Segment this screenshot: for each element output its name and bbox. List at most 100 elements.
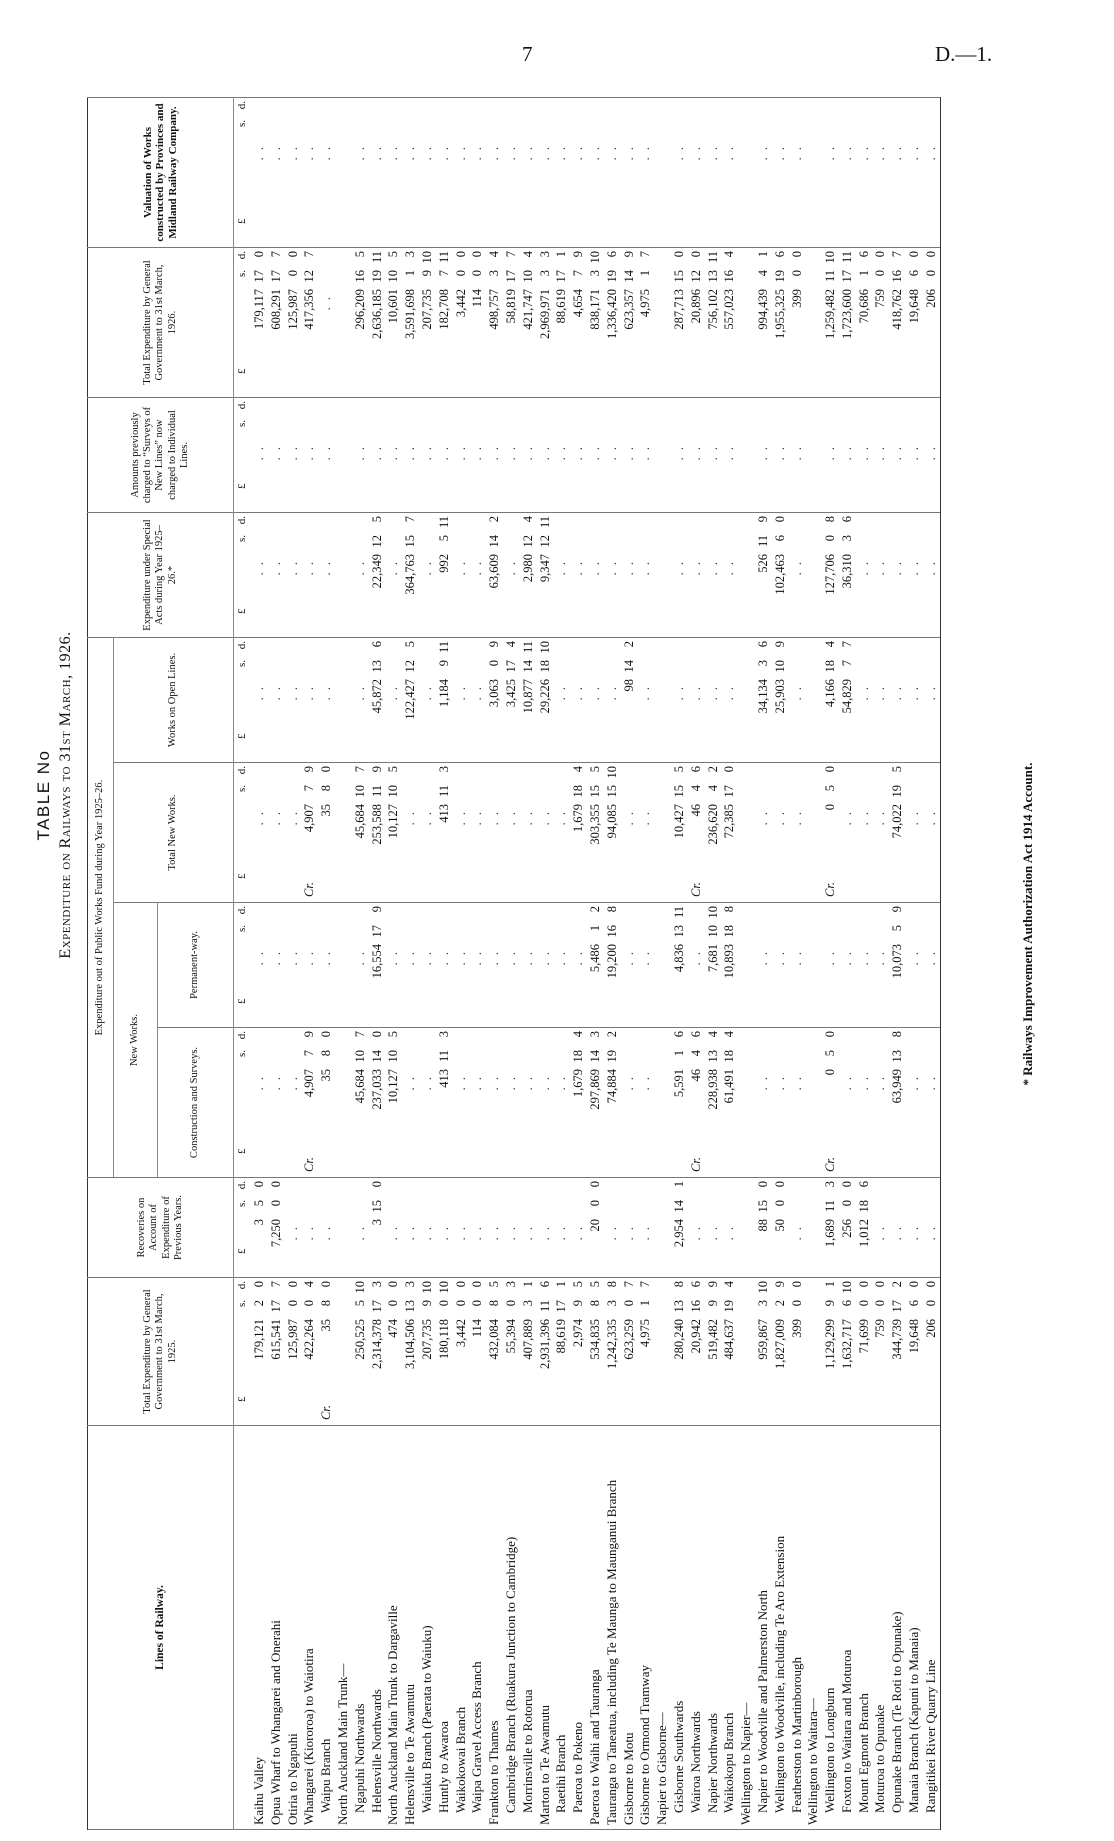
pence-value: 7 xyxy=(638,251,653,258)
empty-leader-dots xyxy=(453,101,470,244)
unit-pence: d. xyxy=(236,906,248,915)
pence-value: 4 xyxy=(302,1281,317,1288)
railway-line-name: Paeroa to Pokeno xyxy=(570,1425,587,1830)
table-row: Marton to Te Awamutu 2,931,396 11 6 29,226 18… xyxy=(536,97,554,1830)
pence-value: 1 xyxy=(823,1281,838,1288)
money-cell xyxy=(334,637,352,763)
money-cell: 16,554 17 9 xyxy=(368,902,386,1028)
pounds-value: 114 xyxy=(470,289,485,308)
shillings-value: 5 xyxy=(252,1200,266,1207)
money-cell xyxy=(318,397,335,513)
empty-leader-dots xyxy=(503,401,520,509)
money-cell xyxy=(519,1027,537,1178)
money-cell xyxy=(906,637,923,763)
empty-leader-dots xyxy=(503,766,520,899)
pounds-value: 35 xyxy=(319,1069,334,1082)
money-cell xyxy=(738,247,755,398)
empty-leader-dots xyxy=(923,641,940,759)
empty-leader-dots xyxy=(570,906,587,1024)
money-cell xyxy=(351,637,369,763)
money-cell xyxy=(251,762,268,903)
shillings-value: 11 xyxy=(823,270,838,283)
unit-pence: d. xyxy=(236,101,248,110)
money-cell: 20,896 12 0 xyxy=(687,247,705,398)
money-cell xyxy=(906,902,923,1028)
empty-leader-dots xyxy=(402,1181,419,1274)
railway-line-label: Helensville Northwards xyxy=(368,1689,384,1813)
empty-leader-dots xyxy=(419,1031,436,1174)
empty-leader-dots xyxy=(285,401,302,509)
money-cell xyxy=(855,1027,873,1178)
pence-value: 0 xyxy=(772,1181,787,1188)
money-cell xyxy=(687,637,705,763)
empty-leader-dots xyxy=(637,401,654,509)
money-cell xyxy=(855,97,873,248)
shillings-value: 16 xyxy=(890,270,905,283)
money-cell xyxy=(906,97,923,248)
empty-leader-dots xyxy=(486,101,503,244)
pence-value: 3 xyxy=(369,1281,384,1288)
empty-leader-dots xyxy=(436,101,453,244)
shillings-value: 17 xyxy=(503,270,518,283)
money-cell xyxy=(267,902,285,1028)
pence-value: 11 xyxy=(520,641,535,654)
shillings-value: 16 xyxy=(722,270,737,283)
pounds-value: 1,012 xyxy=(856,1219,871,1248)
shillings-value: 0 xyxy=(621,1300,636,1307)
money-cell xyxy=(805,1177,823,1278)
pence-value: 7 xyxy=(638,1281,653,1288)
shillings-value: 10 xyxy=(352,785,367,798)
empty-leader-dots xyxy=(906,401,923,509)
pounds-value: 35 xyxy=(319,1319,334,1332)
pounds-value: 534,835 xyxy=(587,1319,602,1360)
shillings-value: 9 xyxy=(419,270,434,277)
money-cell xyxy=(553,762,571,903)
money-cell: 2,980 12 4 xyxy=(519,512,537,638)
pence-value: 4 xyxy=(503,641,518,648)
money-cell: 206 0 0 xyxy=(922,1277,941,1426)
pounds-value: 71,699 xyxy=(856,1319,871,1354)
unit-pounds: £ xyxy=(236,218,248,225)
empty-leader-dots xyxy=(604,641,621,759)
pounds-value: 838,171 xyxy=(587,289,602,330)
money-cell: 3 15 0 xyxy=(368,1177,386,1278)
unit-shillings: s. xyxy=(236,420,248,428)
money-cell xyxy=(872,902,890,1028)
empty-leader-dots xyxy=(671,101,688,244)
money-cell xyxy=(368,397,386,513)
money-cell: 413 11 3 xyxy=(435,1027,453,1178)
empty-leader-dots xyxy=(906,1181,923,1274)
header-total-new-works: Total New Works. xyxy=(113,762,234,903)
money-cell: 125,987 0 0 xyxy=(284,247,302,398)
unit-shillings: s. xyxy=(236,270,248,278)
shillings-value: 8 xyxy=(487,1300,502,1307)
unit-pence: d. xyxy=(236,401,248,410)
money-cell xyxy=(351,397,369,513)
shillings-value: 0 xyxy=(470,270,485,277)
shillings-value: 11 xyxy=(369,785,384,798)
railway-line-label: Rangitikei River Quarry Line xyxy=(922,1659,938,1813)
pounds-value: 10,073 xyxy=(890,944,905,979)
railway-line-label: Waikokopu Branch xyxy=(721,1712,737,1813)
pounds-value: 5,591 xyxy=(671,1069,686,1098)
pounds-value: 10,877 xyxy=(520,679,535,714)
units-cell: £ s. d. xyxy=(233,902,251,1028)
empty-leader-dots xyxy=(688,401,705,509)
empty-leader-dots xyxy=(772,101,789,244)
empty-leader-dots xyxy=(251,766,268,899)
table-row: North Auckland Main Trunk— xyxy=(334,97,352,1830)
pence-value: 6 xyxy=(688,1281,703,1288)
money-cell: 22,349 12 5 xyxy=(368,512,386,638)
pence-value: 0 xyxy=(285,1281,300,1288)
empty-leader-dots xyxy=(570,516,587,634)
pence-value: 1 xyxy=(554,251,569,258)
pence-value: 2 xyxy=(890,1281,905,1288)
money-cell xyxy=(754,1027,772,1178)
money-cell: 623,259 0 7 xyxy=(620,1277,638,1426)
money-cell xyxy=(788,762,806,903)
shillings-value: 3 xyxy=(604,1300,619,1307)
money-cell xyxy=(402,902,419,1028)
pounds-value: 413 xyxy=(436,1069,451,1088)
empty-leader-dots xyxy=(872,516,889,634)
empty-leader-dots xyxy=(906,641,923,759)
